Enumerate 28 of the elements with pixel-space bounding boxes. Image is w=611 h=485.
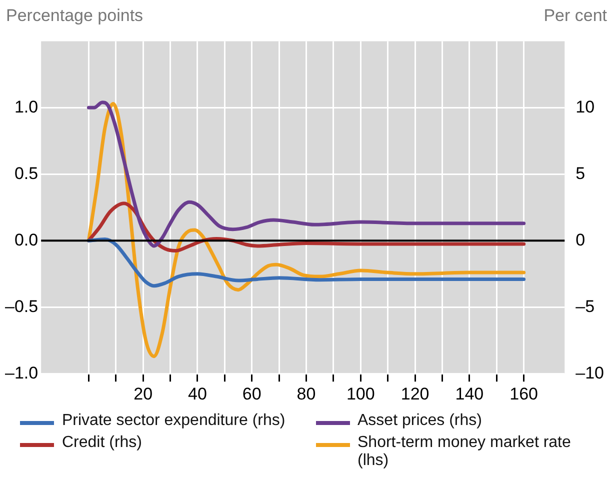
legend-label: Private sector expenditure (rhs) <box>62 412 286 430</box>
x-tick-label: 60 <box>242 384 262 404</box>
y2-axis-title: Per cent <box>544 6 607 27</box>
x-tick-label: 120 <box>400 384 430 404</box>
y-tick-label: –1.0 <box>4 363 38 382</box>
line-series <box>86 102 526 358</box>
line-series <box>86 100 526 248</box>
y2-tick-label: –10 <box>576 363 604 382</box>
legend-label: Asset prices (rhs) <box>358 412 482 430</box>
y2-tick-label: 5 <box>576 164 586 183</box>
y2-tick-label: 10 <box>576 97 595 116</box>
line-series <box>86 202 526 252</box>
x-tick-label: 40 <box>188 384 207 404</box>
line-series <box>86 238 526 288</box>
legend-label: Credit (rhs) <box>62 434 142 452</box>
y-tick-label: 0.5 <box>14 164 38 183</box>
y-tick-label: –0.5 <box>4 296 38 316</box>
y-axis-title: Percentage points <box>6 6 144 27</box>
legend-label: Short-term money market rate (lhs) <box>358 434 572 470</box>
x-tick-label: 80 <box>296 384 316 404</box>
x-tick-label: 140 <box>455 384 484 404</box>
x-tick-label: 160 <box>510 384 538 404</box>
y2-tick-label: 0 <box>576 230 586 250</box>
y-tick-label: 1.0 <box>14 97 38 116</box>
x-tick-label: 100 <box>346 384 375 404</box>
x-tick-label: 20 <box>134 384 153 404</box>
y-tick-label: 0.0 <box>14 230 38 250</box>
y2-tick-label: –5 <box>576 296 595 316</box>
